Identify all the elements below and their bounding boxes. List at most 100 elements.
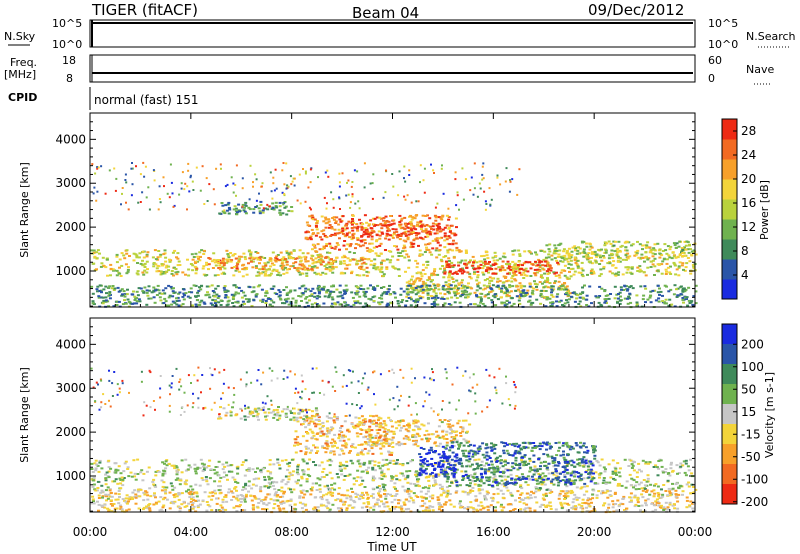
power-cell-2	[305, 237, 309, 240]
velocity-cell-0	[406, 474, 410, 477]
power-cell-8	[132, 290, 135, 293]
power-cell-2	[354, 247, 357, 250]
velocity-cell-2	[513, 481, 517, 484]
velocity-cell-2	[494, 478, 498, 481]
velocity-cell-2	[477, 464, 481, 467]
velocity-cell-2	[521, 475, 525, 478]
power-cell-8	[627, 297, 631, 300]
power-sparse-cell	[95, 199, 98, 202]
power-sparse-cell	[127, 208, 130, 211]
velocity-cell-0	[384, 463, 388, 466]
velocity-cell-1	[438, 442, 442, 445]
power-cell-2	[362, 227, 366, 230]
power-cell-2	[448, 248, 452, 251]
power-sparse-cell	[338, 172, 341, 175]
velocity-cell-1	[414, 419, 417, 422]
power-cell-0	[115, 261, 119, 264]
power-cell-0	[234, 269, 238, 272]
power-cell-8	[620, 288, 623, 291]
power-cell-7	[266, 208, 270, 211]
velocity-cell-0	[257, 477, 261, 480]
velocity-cell-0	[174, 478, 178, 481]
power-cell-0	[680, 264, 684, 267]
velocity-cell-0	[119, 472, 123, 475]
velocity-cell-0	[687, 481, 691, 484]
power-cell-8	[264, 300, 268, 302]
power-cell-8	[219, 299, 223, 302]
power-cell-0	[430, 253, 434, 256]
velocity-cell-2	[551, 457, 555, 460]
power-cell-5	[427, 276, 431, 279]
power-colorbar-segment	[722, 139, 737, 160]
power-cell-3	[350, 223, 354, 226]
velocity-cell-0	[217, 485, 221, 488]
freq-tick-high: 18	[62, 54, 76, 67]
power-cell-8	[236, 301, 240, 304]
power-cell-6	[666, 245, 670, 248]
power-cell-1	[294, 257, 297, 260]
power-cell-8	[501, 285, 505, 288]
power-cell-8	[433, 287, 437, 290]
power-cell-6	[681, 252, 685, 254]
power-cell-4	[516, 264, 520, 266]
power-cell-0	[115, 253, 119, 256]
power-cell-0	[370, 249, 374, 252]
velocity-cell-2	[557, 476, 561, 479]
velocity-cell-0	[116, 469, 120, 472]
velocity-cell-0	[639, 481, 643, 484]
power-sparse-cell	[461, 167, 464, 170]
velocity-cell-2	[473, 451, 477, 454]
power-cell-4	[484, 270, 488, 273]
power-cell-2	[324, 218, 328, 221]
power-cell-4	[494, 267, 498, 270]
velocity-cell-0	[541, 472, 545, 475]
power-cell-1	[330, 268, 334, 271]
power-cell-6	[556, 255, 560, 258]
velocity-cell-0	[157, 470, 161, 473]
power-cell-8	[206, 291, 209, 294]
power-cell-8	[564, 288, 568, 291]
power-cell-0	[111, 268, 115, 271]
power-cell-8	[254, 295, 258, 298]
power-cell-8	[557, 288, 560, 291]
velocity-cell-0	[694, 488, 698, 491]
velocity-cell-2	[502, 449, 506, 452]
power-cell-0	[527, 250, 531, 253]
power-cell-2	[318, 248, 322, 251]
velocity-cell-0	[437, 473, 441, 476]
power-cell-7	[275, 206, 279, 209]
power-cell-8	[366, 287, 370, 290]
velocity-cell-2	[532, 460, 536, 463]
power-cell-0	[491, 256, 495, 259]
velocity-cell-2	[477, 450, 481, 452]
power-cell-0	[557, 263, 561, 266]
velocity-cell-0	[620, 484, 624, 487]
power-cell-0	[519, 273, 523, 276]
velocity-cell-2	[492, 466, 496, 469]
power-sparse-cell	[192, 189, 195, 191]
power-cell-8	[649, 294, 653, 297]
power-sparse-cell	[456, 194, 459, 197]
power-cell-5	[558, 276, 562, 279]
power-cell-8	[544, 305, 548, 308]
power-cell-1	[195, 267, 199, 270]
power-cell-6	[580, 240, 584, 243]
velocity-cell-1	[420, 423, 424, 426]
velocity-cell-2	[570, 445, 574, 448]
velocity-cell-2	[553, 464, 557, 467]
power-cell-1	[280, 267, 284, 270]
power-sparse-cell	[241, 187, 244, 190]
velocity-cell-0	[312, 461, 315, 463]
power-cell-0	[434, 249, 438, 252]
power-sparse-cell	[171, 192, 174, 195]
power-cell-0	[318, 261, 322, 264]
power-cell-7	[243, 210, 247, 213]
power-cell-2	[329, 235, 333, 237]
velocity-cell-1	[426, 440, 429, 443]
power-cell-3	[399, 234, 403, 237]
velocity-cell-2	[485, 479, 489, 482]
velocity-cell-0	[152, 478, 156, 481]
velocity-cell-1	[398, 444, 401, 447]
power-cell-0	[226, 260, 230, 263]
velocity-cell-0	[624, 486, 628, 489]
